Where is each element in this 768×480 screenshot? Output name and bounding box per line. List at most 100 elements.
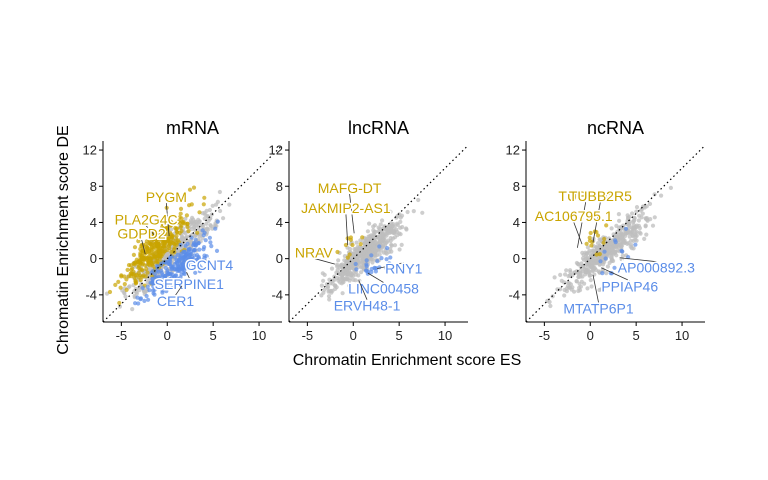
label-leader-line	[577, 202, 587, 248]
point-up	[155, 259, 160, 264]
point-neutral	[637, 226, 643, 231]
point-down	[201, 233, 206, 238]
point-down	[633, 242, 638, 247]
point-down	[157, 276, 162, 281]
point-neutral	[595, 245, 600, 250]
point-up	[360, 235, 365, 240]
point-neutral	[383, 250, 388, 255]
gene-label: ERVH48-1	[334, 298, 401, 314]
point-up	[588, 230, 593, 236]
point-neutral	[351, 271, 356, 276]
point-neutral	[580, 250, 585, 255]
point-neutral	[123, 294, 128, 299]
point-up	[162, 240, 167, 245]
point-up	[149, 245, 154, 250]
point-up	[107, 289, 113, 295]
gene-label: GDPD2	[117, 225, 165, 241]
point-neutral	[380, 231, 385, 236]
point-up	[597, 252, 602, 257]
point-down	[201, 247, 206, 252]
point-neutral	[577, 281, 582, 286]
point-neutral	[399, 213, 405, 218]
point-neutral	[647, 201, 653, 206]
gene-label: MAFG-DT	[318, 180, 382, 196]
point-down	[171, 284, 176, 289]
point-neutral	[639, 207, 645, 212]
point-up	[187, 203, 192, 208]
point-neutral	[370, 260, 375, 265]
point-neutral	[601, 262, 606, 267]
x-tick-label: 5	[633, 328, 640, 343]
point-neutral	[398, 219, 403, 224]
panel-title: lncRNA	[348, 118, 409, 138]
point-neutral	[563, 272, 568, 277]
point-up	[131, 252, 136, 257]
point-neutral	[340, 276, 345, 281]
point-neutral	[209, 224, 214, 229]
point-up	[168, 242, 173, 247]
point-up	[202, 195, 207, 200]
point-neutral	[628, 231, 633, 236]
point-neutral	[377, 252, 382, 257]
point-neutral	[337, 276, 342, 281]
identity-line	[288, 145, 469, 323]
point-neutral	[392, 243, 398, 248]
point-neutral	[588, 278, 593, 283]
point-neutral	[376, 234, 381, 240]
point-down	[369, 266, 374, 272]
point-down	[189, 249, 194, 254]
point-down	[181, 249, 186, 255]
y-tick-label: -4	[85, 287, 97, 302]
point-neutral	[381, 226, 386, 231]
point-up	[169, 219, 174, 224]
y-tick-label: 0	[90, 251, 97, 266]
point-neutral	[347, 283, 352, 288]
point-up	[348, 237, 353, 242]
point-neutral	[341, 272, 346, 277]
point-down	[145, 284, 150, 289]
point-neutral	[354, 240, 359, 245]
point-neutral	[319, 283, 324, 288]
point-neutral	[206, 218, 211, 223]
point-neutral	[369, 241, 374, 246]
point-down	[146, 297, 151, 302]
point-neutral	[652, 215, 657, 220]
label-leader-line	[358, 280, 368, 300]
point-neutral	[347, 265, 352, 271]
point-up	[128, 263, 133, 268]
point-neutral	[668, 185, 674, 190]
point-up	[122, 282, 127, 287]
point-neutral	[622, 234, 628, 239]
point-neutral	[385, 238, 390, 243]
gene-label: TUBB2A	[558, 188, 613, 204]
point-neutral	[588, 263, 593, 268]
point-down	[193, 237, 198, 242]
point-down	[164, 289, 169, 294]
point-neutral	[322, 287, 327, 292]
point-neutral	[358, 245, 363, 250]
gene-label: CER1	[157, 293, 195, 309]
point-down	[623, 226, 629, 231]
point-neutral	[597, 262, 602, 267]
point-up	[358, 242, 363, 247]
point-down	[147, 288, 152, 293]
point-neutral	[562, 280, 567, 285]
point-down	[186, 262, 191, 267]
point-up	[584, 241, 589, 246]
point-up	[181, 219, 186, 224]
point-up	[604, 223, 609, 228]
point-down	[160, 284, 165, 289]
point-neutral	[380, 218, 385, 223]
y-tick-label: 4	[90, 215, 97, 230]
x-tick-label: 5	[396, 328, 403, 343]
point-neutral	[365, 250, 370, 255]
point-neutral	[335, 268, 340, 273]
gene-label: PLA2G4C	[115, 212, 178, 228]
point-down	[133, 301, 138, 306]
point-neutral	[376, 225, 381, 230]
point-neutral	[640, 211, 645, 216]
point-neutral	[361, 251, 366, 256]
point-neutral	[169, 227, 174, 232]
